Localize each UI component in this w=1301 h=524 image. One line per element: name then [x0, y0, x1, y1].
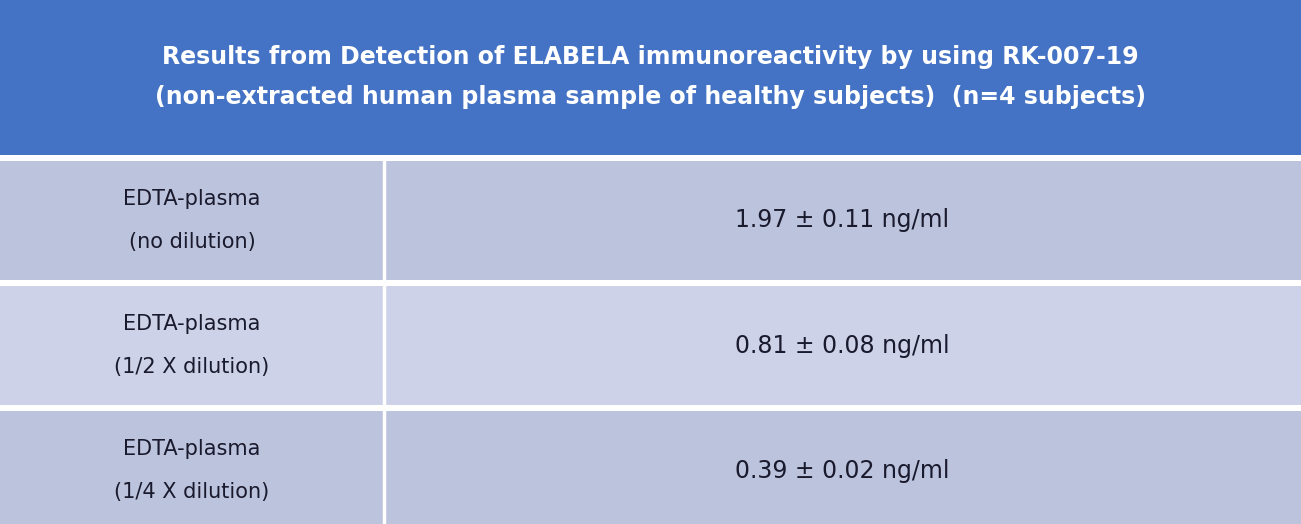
- Text: EDTA-plasma: EDTA-plasma: [124, 189, 260, 209]
- Text: 1.97 ± 0.11 ng/ml: 1.97 ± 0.11 ng/ml: [735, 209, 950, 232]
- Text: (1/2 X dilution): (1/2 X dilution): [114, 357, 269, 377]
- Bar: [0, 0, 1301, 155]
- Bar: [0, 411, 1301, 524]
- Bar: [0, 286, 1301, 405]
- Text: (1/4 X dilution): (1/4 X dilution): [114, 482, 269, 502]
- Text: Results from Detection of ELABELA immunoreactivity by using RK-007-19: Results from Detection of ELABELA immuno…: [163, 45, 1138, 69]
- Text: EDTA-plasma: EDTA-plasma: [124, 314, 260, 334]
- Text: 0.81 ± 0.08 ng/ml: 0.81 ± 0.08 ng/ml: [735, 334, 950, 357]
- Bar: [0, 405, 1301, 411]
- Text: (non-extracted human plasma sample of healthy subjects)  (n=4 subjects): (non-extracted human plasma sample of he…: [155, 85, 1146, 110]
- Text: EDTA-plasma: EDTA-plasma: [124, 440, 260, 460]
- Bar: [0, 155, 1301, 161]
- Text: 0.39 ± 0.02 ng/ml: 0.39 ± 0.02 ng/ml: [735, 459, 950, 483]
- Bar: [0, 280, 1301, 286]
- Bar: [0, 161, 1301, 280]
- Text: (no dilution): (no dilution): [129, 232, 255, 252]
